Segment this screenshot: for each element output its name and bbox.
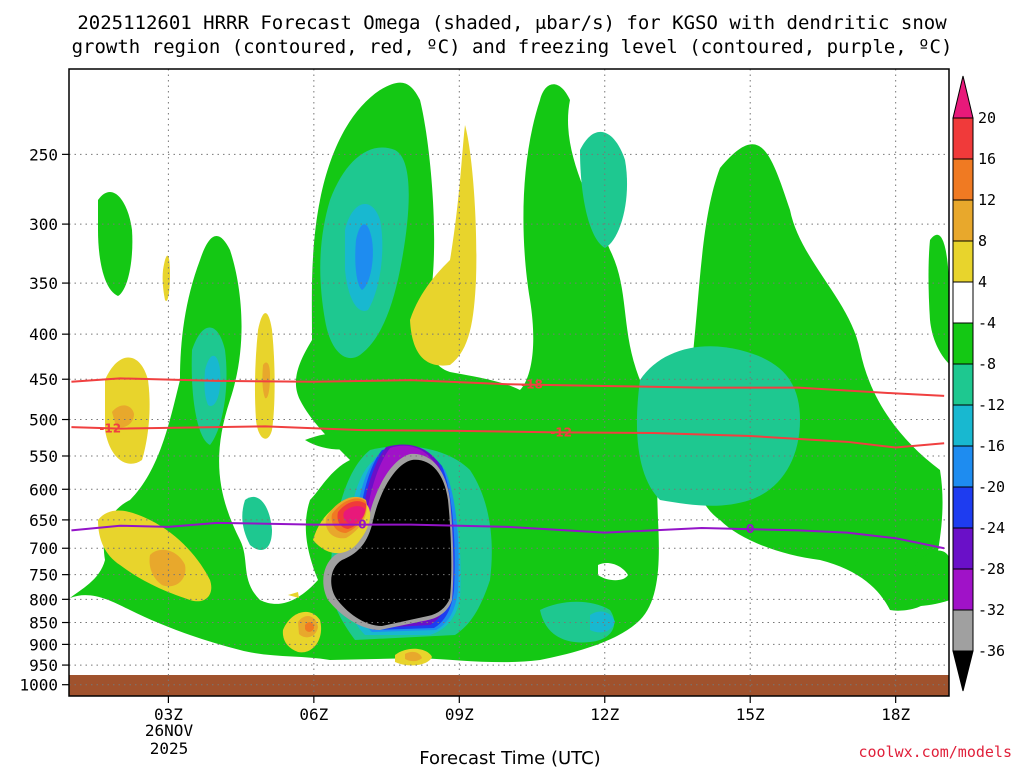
y-tick-label: 350 bbox=[29, 274, 58, 293]
x-tick-label: 09Z bbox=[445, 705, 474, 724]
colorbar-swatch bbox=[952, 404, 974, 447]
y-tick-label: 900 bbox=[29, 635, 58, 654]
colorbar-label: -8 bbox=[978, 355, 996, 373]
colorbar-label: -20 bbox=[978, 478, 1005, 496]
omega-shading bbox=[70, 82, 949, 666]
y-tick-label: 400 bbox=[29, 325, 58, 344]
y-tick-label: 450 bbox=[29, 370, 58, 389]
omega-black-core bbox=[331, 459, 452, 626]
x-tick-label: 12Z bbox=[590, 705, 619, 724]
omega-white-gap bbox=[598, 563, 628, 581]
credit-text: coolwx.com/models bbox=[858, 743, 1012, 761]
date-label-year: 2025 bbox=[150, 739, 189, 758]
ground-fill bbox=[69, 675, 949, 696]
colorbar-swatch bbox=[952, 240, 974, 283]
x-axis-ticks: 03Z 06Z 09Z 12Z 15Z 18Z bbox=[154, 696, 910, 724]
colorbar-label: -36 bbox=[978, 642, 1005, 660]
y-tick-label: 750 bbox=[29, 566, 58, 585]
date-label-day: 26NOV bbox=[145, 721, 194, 740]
colorbar-swatch bbox=[952, 486, 974, 529]
contour-label-dgz-bottom: -12 bbox=[99, 421, 121, 435]
plot-frame bbox=[68, 68, 950, 697]
colorbar-label: -32 bbox=[978, 601, 1005, 619]
contour-label-freezing-level: 0 bbox=[746, 522, 754, 536]
colorbar-top-arrow bbox=[952, 75, 974, 119]
x-tick-label: 06Z bbox=[299, 705, 328, 724]
y-axis-ticks: 250 300 350 400 450 500 550 600 650 700 750 800 850 9… bbox=[19, 145, 69, 695]
colorbar-label: -28 bbox=[978, 560, 1005, 578]
grid-lines bbox=[69, 69, 949, 696]
colorbar-label: -16 bbox=[978, 437, 1005, 455]
omega-magenta-areas bbox=[343, 506, 365, 524]
colorbar-swatch bbox=[952, 609, 974, 652]
y-tick-label: 600 bbox=[29, 480, 58, 499]
colorbar-swatch bbox=[952, 199, 974, 242]
colorbar-label: 12 bbox=[978, 191, 996, 209]
y-tick-label: 800 bbox=[29, 590, 58, 609]
x-tick-label: 15Z bbox=[736, 705, 765, 724]
x-tick-label: 03Z bbox=[154, 705, 183, 724]
colorbar-swatch bbox=[952, 568, 974, 611]
y-tick-label: 700 bbox=[29, 539, 58, 558]
y-tick-label: 550 bbox=[29, 447, 58, 466]
x-tick-label: 18Z bbox=[881, 705, 910, 724]
colorbar-label: -24 bbox=[978, 519, 1005, 537]
chart-title-line1: 2025112601 HRRR Forecast Omega (shaded, … bbox=[77, 12, 947, 34]
colorbar-swatch bbox=[952, 117, 974, 160]
y-tick-label: 850 bbox=[29, 614, 58, 633]
surface-ground bbox=[69, 675, 949, 696]
colorbar-swatch bbox=[952, 281, 974, 324]
colorbar-bottom-arrow bbox=[952, 650, 974, 692]
contour-label-dgz-bottom: -12 bbox=[550, 425, 572, 439]
x-axis-label: Forecast Time (UTC) bbox=[419, 748, 600, 768]
y-tick-label: 250 bbox=[29, 145, 58, 164]
colorbar-swatch bbox=[952, 322, 974, 365]
colorbar-swatch bbox=[952, 527, 974, 570]
contour-dgz-top bbox=[71, 377, 945, 397]
y-tick-label: 950 bbox=[29, 656, 58, 675]
colorbar-swatch bbox=[952, 158, 974, 201]
colorbar-label: 16 bbox=[978, 150, 996, 168]
colorbar-label: 4 bbox=[978, 273, 987, 291]
contour-label-freezing-level: 0 bbox=[358, 518, 366, 532]
chart-title-line2: growth region (contoured, red, ºC) and f… bbox=[72, 36, 953, 58]
y-tick-label: 1000 bbox=[19, 676, 58, 695]
contour-freezing-level bbox=[71, 521, 945, 550]
colorbar-label: -12 bbox=[978, 396, 1005, 414]
contour-label-dgz-top: -18 bbox=[521, 378, 543, 392]
contour-dgz-bottom bbox=[71, 425, 945, 449]
y-tick-label: 300 bbox=[29, 215, 58, 234]
y-tick-label: 500 bbox=[29, 411, 58, 430]
colorbar: 20 16 12 8 4 -4 -8 -12 -16 -20 -24 -28 -32 -36 bbox=[952, 75, 1005, 692]
colorbar-swatch bbox=[952, 445, 974, 488]
colorbar-label: 8 bbox=[978, 232, 987, 250]
colorbar-label: 20 bbox=[978, 109, 996, 127]
colorbar-label: -4 bbox=[978, 314, 996, 332]
temperature-contours: -18 -12 -12 0 0 bbox=[71, 377, 945, 550]
y-tick-label: 650 bbox=[29, 511, 58, 530]
colorbar-swatch bbox=[952, 363, 974, 406]
